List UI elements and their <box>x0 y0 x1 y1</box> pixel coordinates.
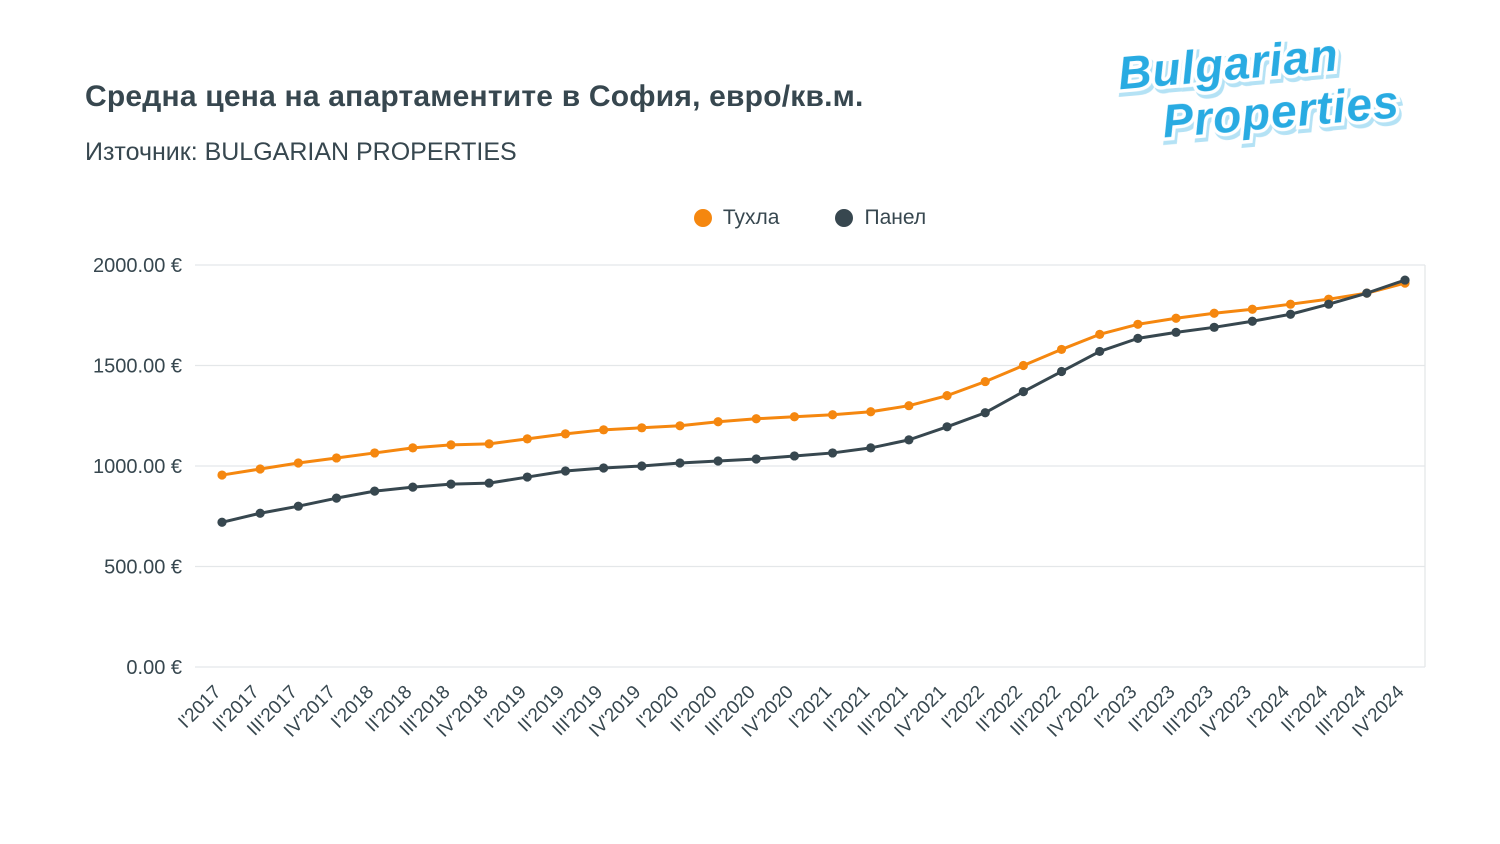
series-point <box>904 435 914 445</box>
series-point <box>904 401 914 411</box>
series-point <box>637 423 647 433</box>
series-point <box>408 482 418 492</box>
series-point <box>637 461 647 471</box>
series-point <box>255 508 265 518</box>
series-point <box>408 443 418 453</box>
series-point <box>675 458 685 468</box>
series-point <box>522 434 532 444</box>
series-point <box>713 417 723 427</box>
series-point <box>599 463 609 473</box>
y-tick-label: 1000.00 € <box>93 456 182 478</box>
legend-dot-tuhla-icon <box>693 209 712 227</box>
series-point <box>370 486 380 496</box>
series-point <box>942 391 952 401</box>
page-title: Средна цена на апартаментите в София, ев… <box>85 80 864 113</box>
legend-item-panel[interactable]: Панел <box>835 206 926 230</box>
series-point <box>1209 322 1219 332</box>
series-point <box>1362 288 1372 298</box>
series-point <box>370 448 380 458</box>
series-point <box>675 421 685 431</box>
y-tick-label: 2000.00 € <box>93 255 182 277</box>
series-point <box>217 517 227 527</box>
series-point <box>1133 319 1143 329</box>
series-point <box>1324 299 1334 309</box>
series-point <box>1285 299 1296 309</box>
series-point <box>217 470 227 480</box>
series-point <box>980 408 990 418</box>
series-point <box>331 493 342 503</box>
series-point <box>1247 316 1257 326</box>
legend-label-panel: Панел <box>864 206 927 229</box>
series-point <box>1018 360 1028 371</box>
series-point <box>827 410 838 420</box>
series-point <box>751 454 761 464</box>
legend-dot-panel-icon <box>835 209 854 227</box>
series-point <box>1056 344 1067 355</box>
series-point <box>1018 387 1028 397</box>
series-point <box>446 440 456 450</box>
series-point <box>560 429 571 439</box>
y-tick-label: 500.00 € <box>104 557 182 579</box>
series-point <box>446 479 456 489</box>
y-tick-label: 0.00 € <box>126 657 182 679</box>
series-point <box>1209 308 1219 318</box>
series-point <box>1171 313 1181 323</box>
series-point <box>484 439 494 449</box>
series-point <box>293 501 303 511</box>
series-point <box>1247 304 1257 314</box>
series-point <box>789 451 800 461</box>
series-point <box>942 422 952 432</box>
series-point <box>484 478 494 488</box>
series-point <box>751 414 761 424</box>
series-point <box>293 458 303 468</box>
legend-item-tuhla[interactable]: Тухла <box>693 206 780 230</box>
series-point <box>1095 346 1105 357</box>
series-point <box>1400 275 1410 285</box>
chart-legend: Тухла Панел <box>195 206 1425 230</box>
series-point <box>980 376 990 387</box>
series-point <box>599 425 609 435</box>
series-point <box>866 407 876 417</box>
series-point <box>1095 329 1105 339</box>
series-line-0 <box>220 281 1407 477</box>
source-subtitle: Източник: BULGARIAN PROPERTIES <box>85 138 517 166</box>
series-point <box>1171 327 1181 337</box>
series-point <box>866 443 876 453</box>
series-point <box>255 464 265 474</box>
series-point <box>1056 366 1067 377</box>
series-point <box>560 466 571 476</box>
series-point <box>522 472 532 482</box>
bulgarian-properties-logo: Bulgarian Properties <box>1112 25 1405 151</box>
legend-label-tuhla: Тухла <box>722 206 780 229</box>
series-point <box>789 412 800 422</box>
series-line-1 <box>220 278 1407 524</box>
series-point <box>713 456 723 466</box>
series-point <box>331 453 342 463</box>
y-tick-label: 1500.00 € <box>93 356 182 378</box>
series-point <box>1133 333 1143 343</box>
series-point <box>827 448 838 458</box>
series-point <box>1285 309 1296 319</box>
